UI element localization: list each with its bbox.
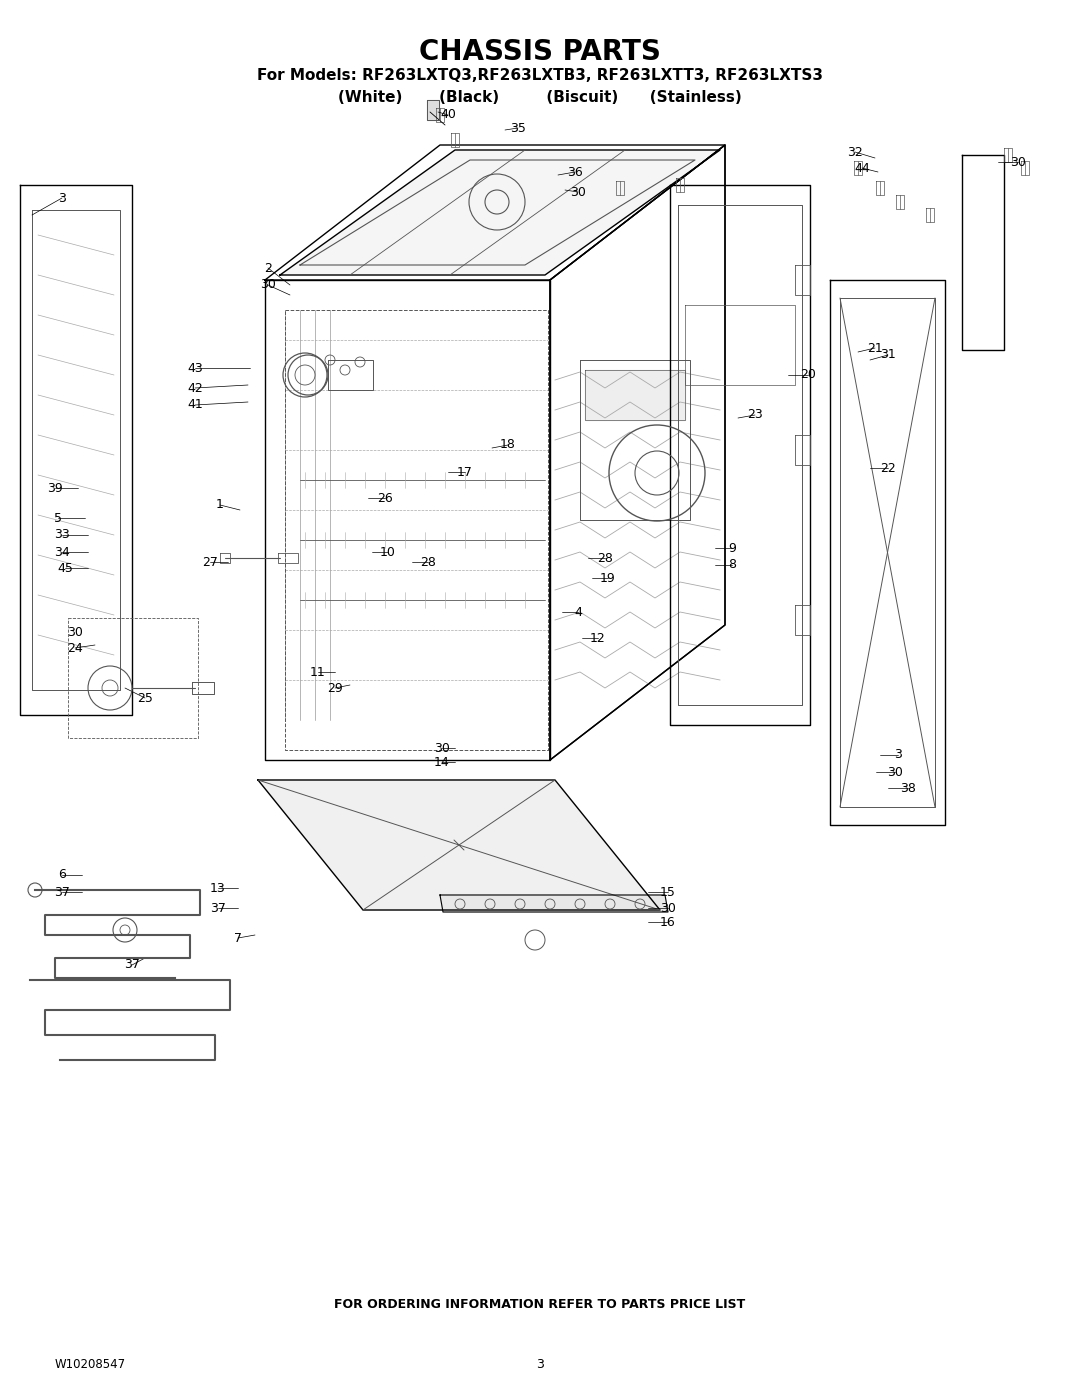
Polygon shape [440,895,669,912]
Text: 30: 30 [67,626,83,638]
Text: 12: 12 [590,631,606,644]
Text: FOR ORDERING INFORMATION REFER TO PARTS PRICE LIST: FOR ORDERING INFORMATION REFER TO PARTS … [335,1298,745,1312]
Text: 13: 13 [211,882,226,894]
Text: 32: 32 [847,145,863,158]
Text: 30: 30 [887,766,903,778]
Text: 37: 37 [211,901,226,915]
Polygon shape [427,101,438,120]
Text: 30: 30 [570,186,586,198]
Text: 8: 8 [728,559,735,571]
Text: 43: 43 [187,362,203,374]
Polygon shape [280,149,720,275]
Text: 23: 23 [747,408,762,422]
Text: 34: 34 [54,545,70,559]
Text: CHASSIS PARTS: CHASSIS PARTS [419,38,661,66]
Text: 30: 30 [660,901,676,915]
Text: 37: 37 [124,958,140,971]
Text: 10: 10 [380,545,396,559]
Text: 16: 16 [660,915,676,929]
Text: 19: 19 [600,571,616,584]
Text: 30: 30 [260,278,275,292]
Text: 28: 28 [420,556,436,569]
Text: 2: 2 [265,261,272,274]
Text: 4: 4 [575,605,582,619]
Text: 9: 9 [728,542,735,555]
Text: 17: 17 [457,465,473,479]
Text: 3: 3 [536,1358,544,1372]
Text: 45: 45 [57,562,73,574]
Text: 44: 44 [854,162,869,175]
Text: 28: 28 [597,552,613,564]
Text: 38: 38 [900,781,916,795]
Text: 20: 20 [800,369,815,381]
Text: 33: 33 [54,528,70,542]
Text: 26: 26 [377,492,393,504]
Text: 29: 29 [327,682,342,694]
Text: 30: 30 [1010,155,1026,169]
Text: 22: 22 [880,461,896,475]
Text: 40: 40 [440,109,456,122]
Text: 30: 30 [434,742,450,754]
Text: 39: 39 [48,482,63,495]
Text: 18: 18 [500,439,516,451]
Text: 3: 3 [58,191,66,204]
Text: 14: 14 [434,756,450,768]
Text: 1: 1 [216,499,224,511]
Text: W10208547: W10208547 [55,1358,126,1372]
Text: 11: 11 [310,665,326,679]
Text: 31: 31 [880,348,896,362]
Text: 25: 25 [137,692,153,704]
Text: 3: 3 [894,749,902,761]
Text: 5: 5 [54,511,62,524]
Text: 21: 21 [867,341,882,355]
Text: (White)       (Black)         (Biscuit)      (Stainless): (White) (Black) (Biscuit) (Stainless) [338,89,742,105]
Text: 27: 27 [202,556,218,569]
Text: 15: 15 [660,886,676,898]
Text: 24: 24 [67,641,83,655]
Text: 6: 6 [58,869,66,882]
Polygon shape [258,780,660,909]
Polygon shape [585,370,685,420]
Text: 42: 42 [187,381,203,394]
Text: 41: 41 [187,398,203,412]
Text: 35: 35 [510,122,526,134]
Text: 7: 7 [234,932,242,944]
Text: 36: 36 [567,165,583,179]
Text: For Models: RF263LXTQ3,RF263LXTB3, RF263LXTT3, RF263LXTS3: For Models: RF263LXTQ3,RF263LXTB3, RF263… [257,68,823,82]
Text: 37: 37 [54,886,70,898]
